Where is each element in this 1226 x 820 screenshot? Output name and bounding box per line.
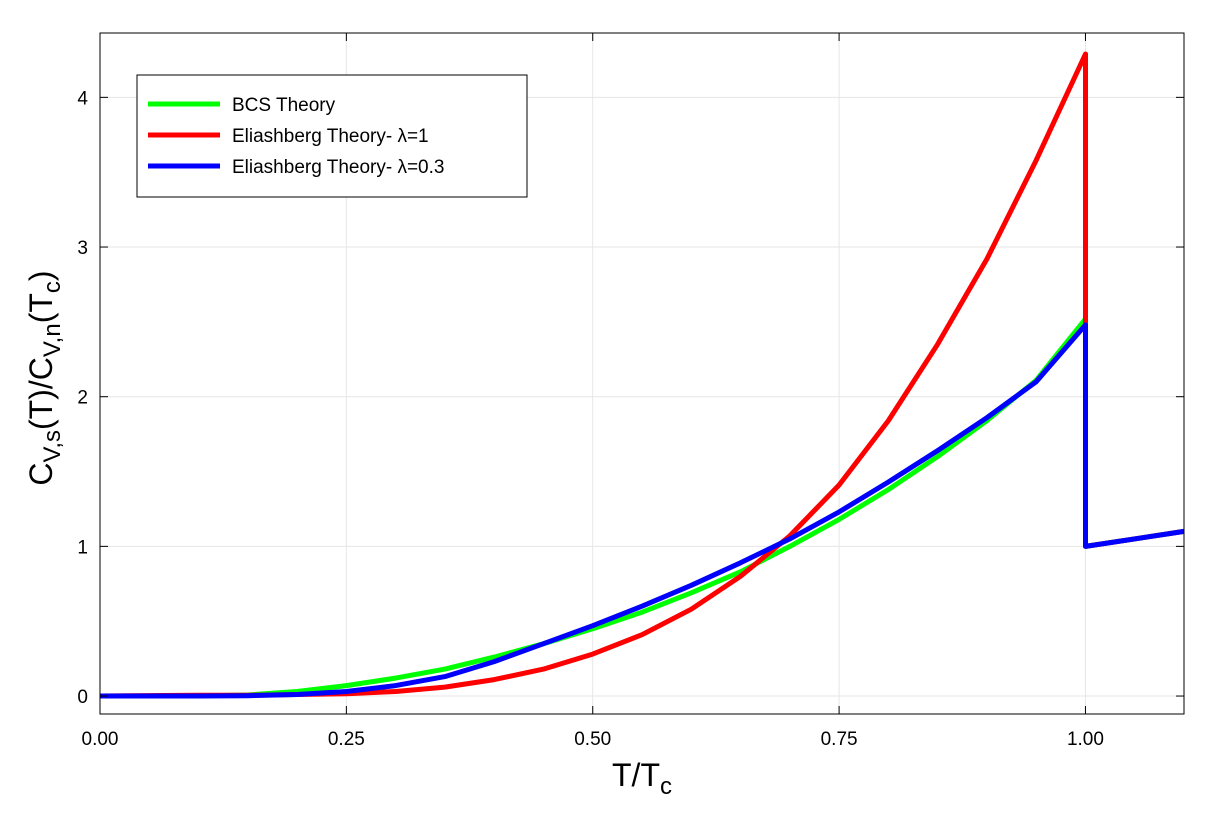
legend-label-2: Eliashberg Theory- λ=1 [232,126,429,147]
x-tick-label: 0.00 [82,729,119,750]
y-tick-label: 0 [77,687,88,708]
series-layer [99,51,1185,699]
x-tick-label: 0.50 [574,729,611,750]
x-tick-label: 0.25 [328,729,365,750]
y-axis-title-part: ) [23,270,59,281]
y-tick-label: 2 [77,388,88,409]
x-axis-title: T/Tc [612,757,672,800]
tick-labels: 0.00 0.25 0.50 0.75 1.00 0 1 2 3 4 [77,88,1104,750]
legend-label-3: Eliashberg Theory- λ=0.3 [232,157,444,178]
legend-label-1: BCS Theory [232,95,336,116]
legend-items: BCS Theory Eliashberg Theory- λ=1 Eliashbe… [148,95,444,178]
x-tick-label: 1.00 [1067,729,1104,750]
y-axis-title-part: (T [23,293,59,323]
y-tick-label: 1 [77,537,88,558]
x-axis-title-main: T/T [612,757,660,793]
x-axis-title-sub: c [660,773,672,800]
y-tick-label: 3 [77,238,88,259]
x-tick-label: 0.75 [821,729,858,750]
y-axis-title-part: V,n [39,323,66,357]
y-axis-title-part: (T)/C [23,357,59,430]
plot-frame [99,32,1185,715]
ticks [99,33,1184,714]
series-line-1 [100,316,1185,699]
y-tick-label: 4 [77,88,88,109]
y-axis-title-part: c [39,281,66,293]
legend: BCS Theory Eliashberg Theory- λ=1 Eliashbe… [136,74,528,198]
y-axis-title-part: V,s [39,430,66,462]
y-axis-title: CV,s(T)/CV,n(Tc) [23,270,66,485]
series-line-3 [100,322,1185,699]
y-axis-title-part: C [23,462,59,485]
